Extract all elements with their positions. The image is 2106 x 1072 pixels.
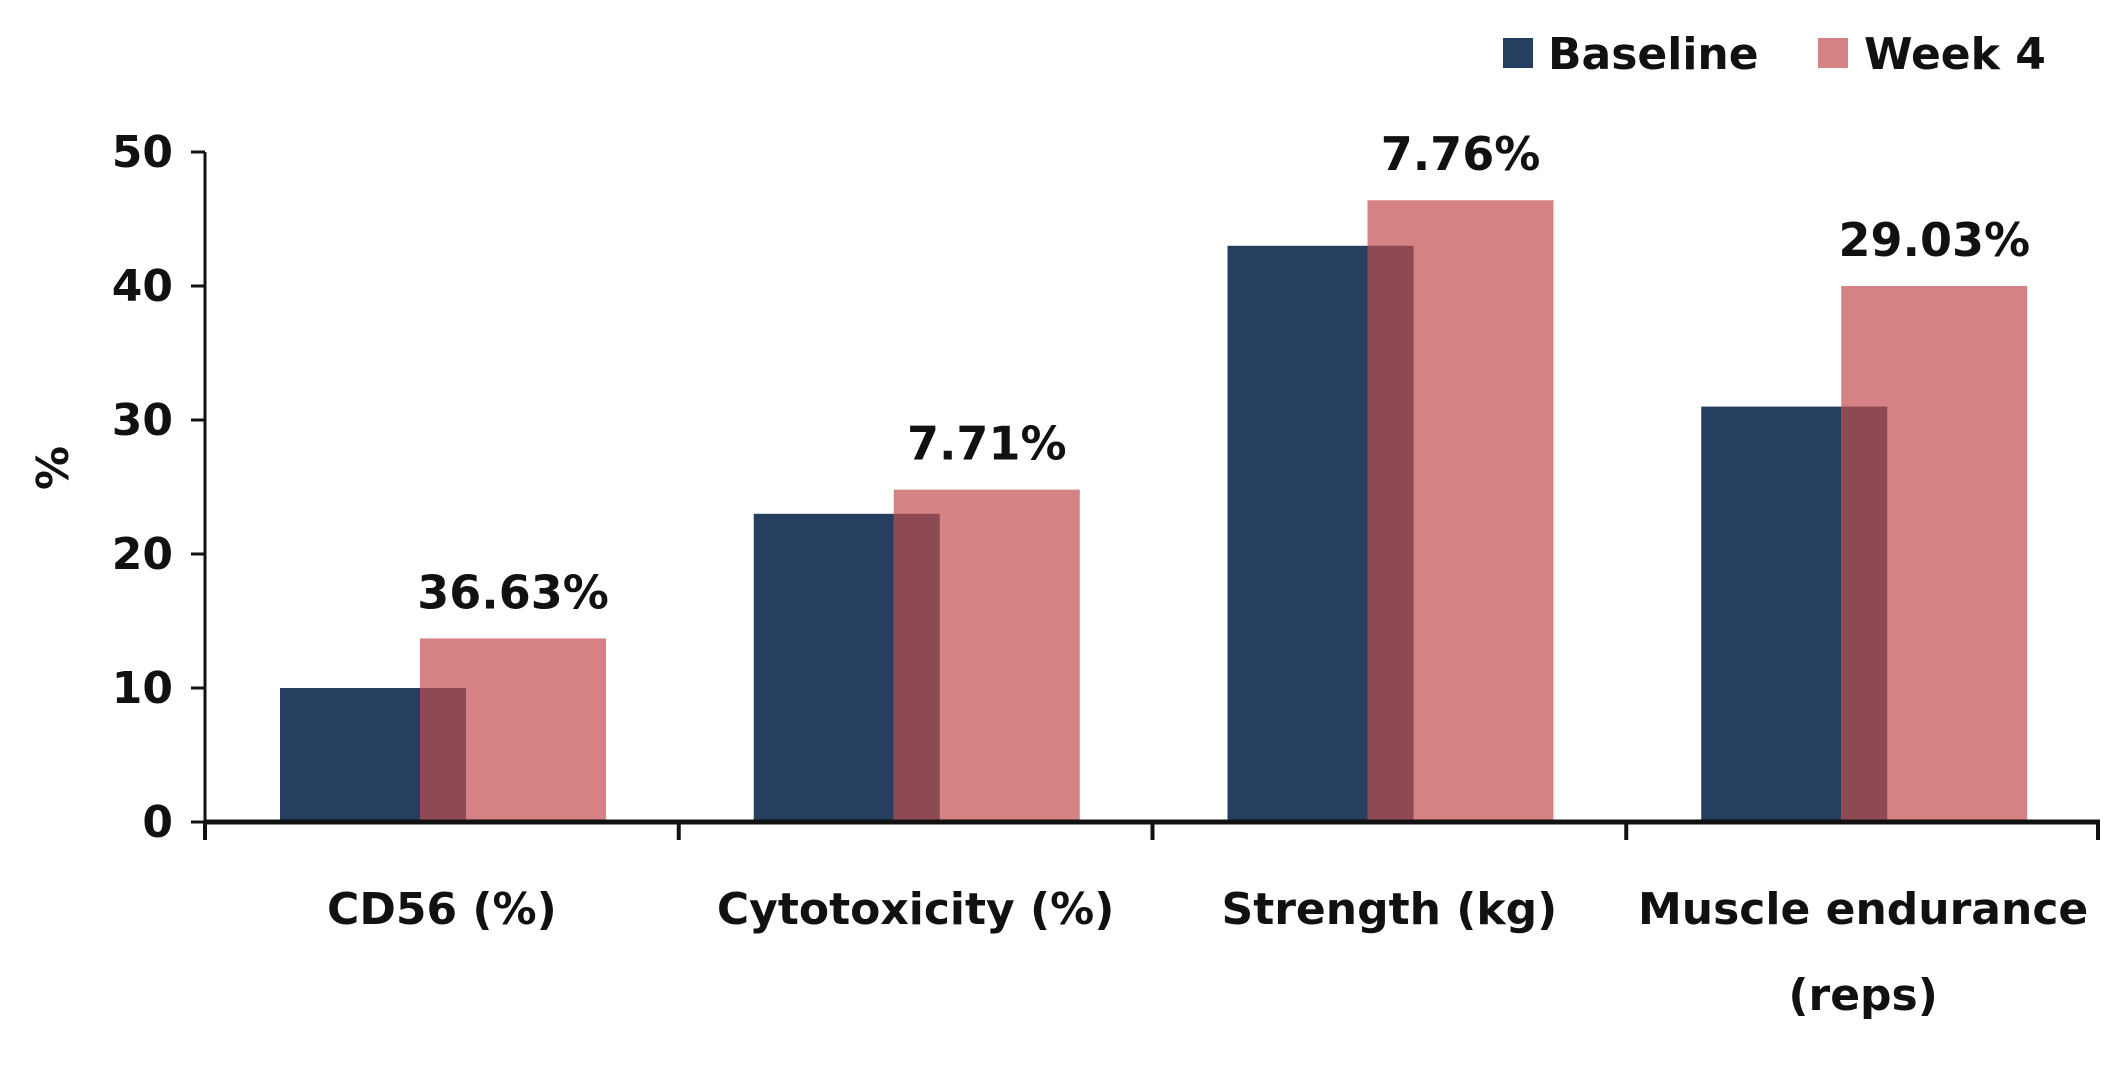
bar-overlap-0 — [420, 688, 466, 822]
x-tick-label-1: Cytotoxicity (%) — [717, 884, 1114, 935]
bar-overlap-3 — [1841, 406, 1888, 822]
y-tick-label-5: 50 — [112, 127, 173, 178]
data-label-3: 29.03% — [1838, 213, 2030, 267]
y-tick-label-3: 30 — [112, 395, 173, 446]
bars-group — [280, 200, 2028, 823]
axes-group: CD56 (%) Cytotoxicity (%) Strength (kg) Mus… — [112, 127, 2100, 1021]
y-axis-label: % — [28, 446, 79, 490]
x-tick-label-2: Strength (kg) — [1222, 884, 1558, 935]
legend-label-1: Week 4 — [1864, 29, 2046, 80]
data-label-2: 7.76% — [1381, 127, 1541, 181]
bar-overlap-2 — [1367, 245, 1414, 823]
bar-overlap-1 — [893, 513, 940, 822]
y-tick-label-4: 40 — [112, 261, 173, 312]
data-label-0: 36.63% — [417, 565, 609, 619]
x-tick-label-0: CD56 (%) — [327, 884, 557, 935]
legend-swatch-1 — [1818, 38, 1848, 68]
y-tick-label-2: 20 — [112, 529, 173, 580]
legend-label-0: Baseline — [1548, 29, 1759, 80]
y-tick-label-1: 10 — [112, 663, 173, 714]
legend: Baseline Week 4 — [1503, 29, 2046, 80]
y-tick-label-0: 0 — [142, 797, 173, 848]
x-tick-label-3-line-1: (reps) — [1788, 970, 1937, 1021]
y-axis-label-group: % — [28, 446, 79, 490]
x-tick-label-3-line-0: Muscle endurance — [1638, 884, 2088, 935]
data-label-1: 7.71% — [907, 417, 1067, 471]
legend-swatch-0 — [1503, 38, 1533, 68]
annotations-group: 36.63% 7.71% 7.76% 29.03% — [417, 127, 2030, 619]
